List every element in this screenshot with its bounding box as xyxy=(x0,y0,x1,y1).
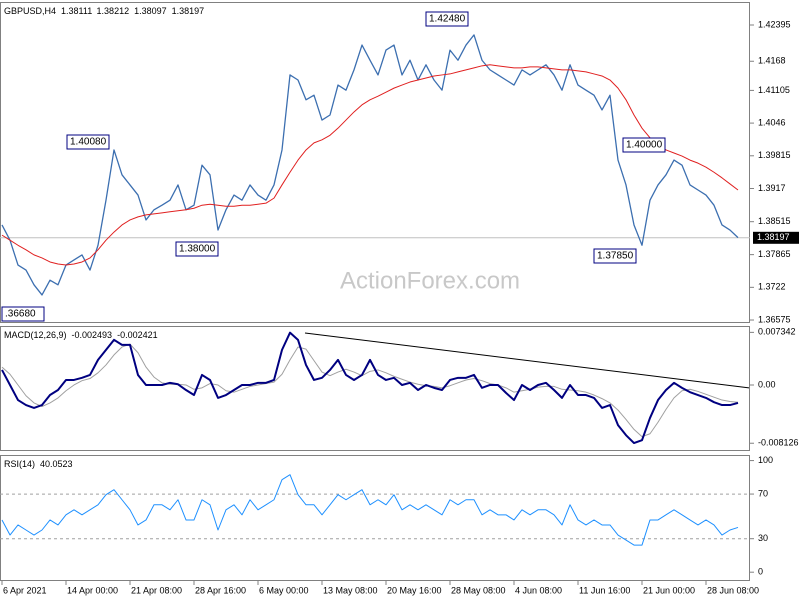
x-tick-label: 28 May 08:00 xyxy=(451,585,506,595)
x-tick-label: 21 Jun 00:00 xyxy=(643,585,695,595)
annotation: .36680 xyxy=(5,309,36,320)
x-tick-label: 6 Apr 2021 xyxy=(3,585,47,595)
y-tick-label: 1.41105 xyxy=(758,85,790,95)
y-tick-label: 1.38515 xyxy=(758,216,791,226)
header-value: 1.38111 xyxy=(61,6,92,16)
y-tick-label: -0.008126 xyxy=(758,438,799,448)
annotation-box xyxy=(175,241,219,257)
series-line xyxy=(1,343,739,438)
series-line xyxy=(1,64,739,266)
y-tick-label: 1.39815 xyxy=(758,150,791,160)
x-tick-label: 4 Jun 08:00 xyxy=(515,585,562,595)
y-tick-label: 0.00 xyxy=(758,379,776,389)
annotation: 1.40000 xyxy=(626,140,663,151)
x-tick-label: 13 May 08:00 xyxy=(323,585,378,595)
watermark: ActionForex.com xyxy=(340,267,520,294)
panel-title: GBPUSD,H4 xyxy=(4,6,56,16)
y-tick-label: 1.3917 xyxy=(758,183,786,193)
x-tick-label: 11 Jun 16:00 xyxy=(579,585,630,595)
annotation-box xyxy=(593,248,637,264)
annotation: 1.42480 xyxy=(429,14,466,25)
y-tick-label: 0 xyxy=(758,567,763,577)
x-tick-label: 20 May 16:00 xyxy=(387,585,442,595)
panel-header: MACD(12,26,9) -0.002493 -0.002421 xyxy=(4,330,158,340)
y-tick-label: 30 xyxy=(758,533,768,543)
x-tick-label: 28 Apr 16:00 xyxy=(195,585,246,595)
current-price-label: 1.38197 xyxy=(757,232,790,242)
x-tick-label: 28 Jun 08:00 xyxy=(707,585,759,595)
header-value: 1.38212 xyxy=(97,6,130,16)
x-tick-label: 14 Apr 00:00 xyxy=(67,585,118,595)
annotation-box xyxy=(425,11,469,27)
annotation-box xyxy=(1,306,45,322)
y-tick-label: 1.3722 xyxy=(758,282,786,292)
header-value: 1.38197 xyxy=(172,6,205,16)
panel-header: RSI(14) 40.0523 xyxy=(4,459,73,469)
panel-frame xyxy=(0,2,750,323)
header-value: -0.002421 xyxy=(117,330,158,340)
y-tick-label: 1.4168 xyxy=(758,56,786,66)
y-tick-label: 0.007342 xyxy=(758,327,796,337)
header-value: 1.38097 xyxy=(134,6,167,16)
y-tick-label: 1.4046 xyxy=(758,117,786,127)
x-tick-label: 21 Apr 08:00 xyxy=(131,585,182,595)
panel-frame xyxy=(0,455,750,581)
annotation: 1.37850 xyxy=(597,251,634,262)
series-line xyxy=(1,474,739,546)
annotation: 1.38000 xyxy=(179,244,216,255)
panel-title: RSI(14) xyxy=(4,459,35,469)
y-tick-label: 1.36575 xyxy=(758,314,791,324)
panel-frame xyxy=(0,326,750,451)
y-tick-label: 70 xyxy=(758,488,768,498)
annotation-box xyxy=(66,134,110,150)
y-tick-label: 1.37865 xyxy=(758,249,791,259)
panel-title: MACD(12,26,9) xyxy=(4,330,67,340)
trend-line xyxy=(304,332,751,389)
x-tick-label: 6 May 00:00 xyxy=(259,585,309,595)
annotation-box xyxy=(622,137,666,153)
y-tick-label: 100 xyxy=(758,455,773,465)
series-line xyxy=(1,331,739,445)
annotation: 1.40080 xyxy=(70,137,107,148)
header-value: -0.002493 xyxy=(72,330,113,340)
panel-header: GBPUSD,H4 1.38111 1.38212 1.38097 1.38197 xyxy=(4,6,204,16)
current-price-box xyxy=(753,231,799,244)
series-line xyxy=(1,34,739,296)
header-value: 40.0523 xyxy=(40,459,73,469)
y-tick-label: 1.42395 xyxy=(758,19,791,29)
